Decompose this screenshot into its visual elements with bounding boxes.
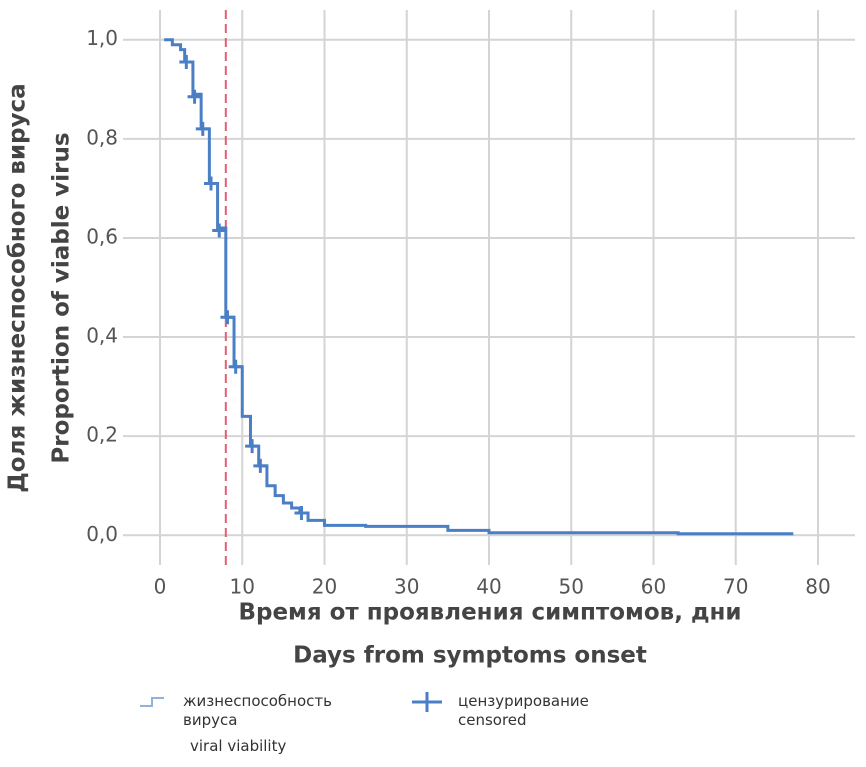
- y-title: Доля жизнеспособного вируса: [5, 83, 31, 492]
- legend-icons: [140, 692, 442, 712]
- x-tick-label: 30: [394, 575, 419, 599]
- y-tick-label: 0,6: [86, 224, 118, 248]
- x-tick-label: 40: [476, 575, 501, 599]
- survival-line: [164, 38, 794, 536]
- censor-mark: [245, 439, 260, 454]
- x-title: Время от проявления симптомов, дни: [238, 600, 741, 626]
- x-tick-label: 70: [723, 575, 748, 599]
- legend-entry: жизнеспособность вируса: [183, 692, 332, 729]
- censor-mark: [220, 310, 235, 325]
- y-tick-label: 0,2: [86, 423, 118, 447]
- chart: Время от проявления симптомов, дни Days …: [5, 10, 855, 669]
- y-tick-label: 1,0: [86, 26, 118, 50]
- marks: [164, 10, 794, 565]
- x-tick-label: 60: [641, 575, 666, 599]
- censor-mark: [228, 359, 243, 374]
- censor-mark: [187, 89, 202, 104]
- y-title-en: Proportion of viable virus: [49, 132, 75, 463]
- censor-mark: [212, 223, 227, 238]
- x-tick-label: 20: [312, 575, 337, 599]
- y-tick-label: 0,0: [86, 522, 118, 546]
- x-tick-label: 80: [805, 575, 830, 599]
- legend-entry: цензурирование: [458, 692, 589, 710]
- legend-entry: viral viability: [190, 737, 287, 755]
- y-tick-label: 0,8: [86, 125, 118, 149]
- censor-mark: [195, 121, 210, 136]
- x-tick-label: 10: [230, 575, 255, 599]
- censor-mark: [204, 176, 219, 191]
- x-title-en: Days from symptoms onset: [293, 643, 647, 669]
- legend-line-icon: [140, 697, 164, 707]
- x-tick-label: 0: [154, 575, 167, 599]
- legend-entry: censored: [458, 711, 527, 729]
- x-tick-label: 50: [559, 575, 584, 599]
- censor-mark: [253, 458, 268, 473]
- censor-mark: [179, 55, 194, 70]
- censor-mark: [294, 505, 309, 520]
- y-tick-label: 0,4: [86, 324, 118, 348]
